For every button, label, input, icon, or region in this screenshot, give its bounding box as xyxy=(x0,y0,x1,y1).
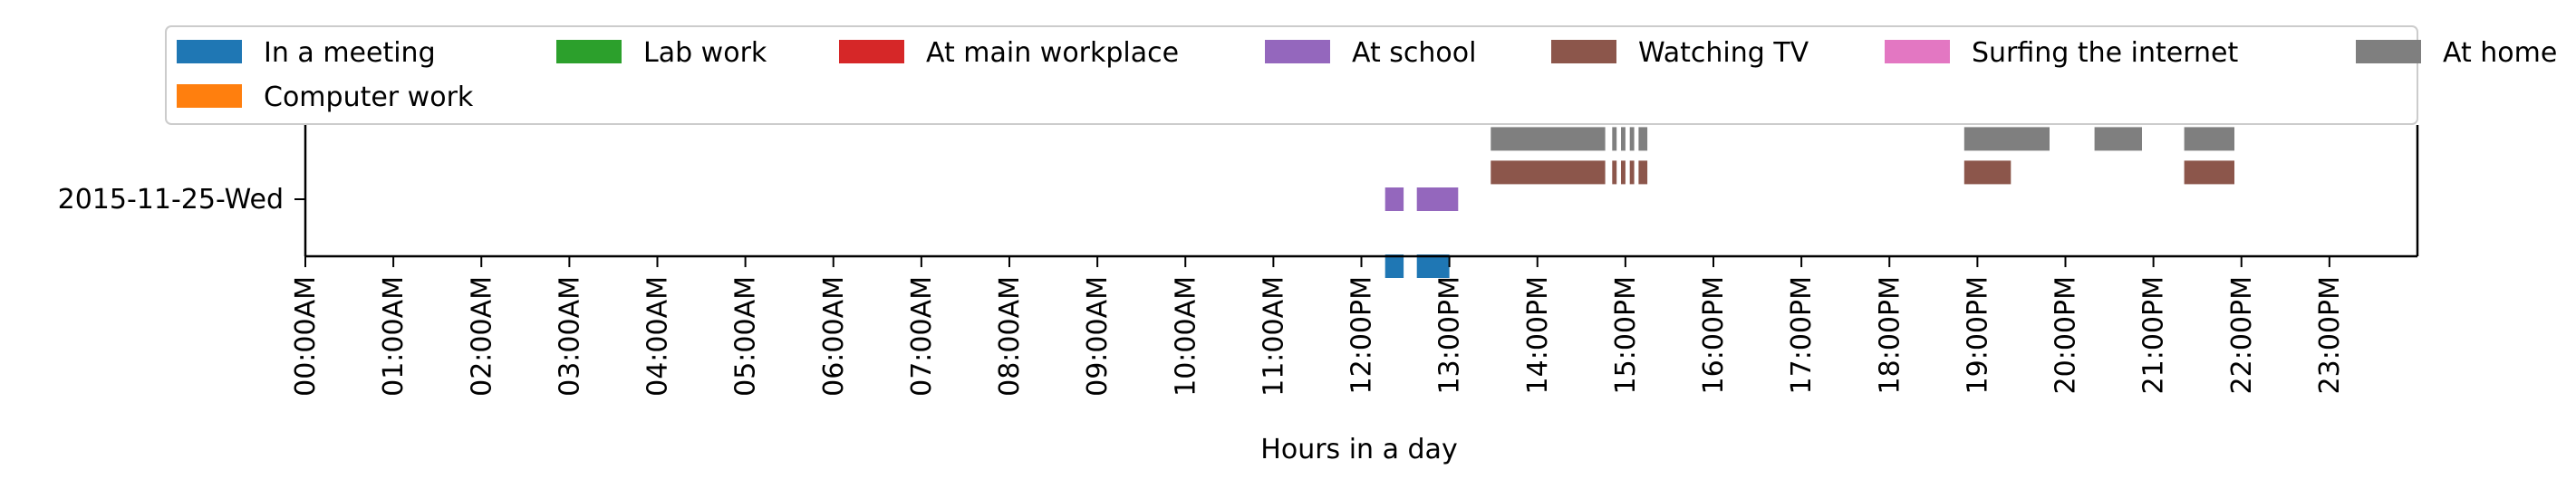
legend-swatch-surfing-the-internet xyxy=(1885,40,1950,63)
x-tick-label-17: 17:00PM xyxy=(1786,276,1818,394)
x-tick-label-20: 20:00PM xyxy=(2050,276,2082,394)
bar-at-home-5 xyxy=(1963,127,2050,151)
x-axis-title: Hours in a day xyxy=(1260,434,1457,465)
x-tick-label-12: 12:00PM xyxy=(1346,276,1378,394)
x-tick-label-5: 05:00AM xyxy=(730,276,762,397)
legend-swatch-computer-work xyxy=(177,84,242,108)
legend-label-computer-work: Computer work xyxy=(264,82,474,113)
legend-label-lab-work: Lab work xyxy=(643,37,767,69)
bar-watching-tv-2 xyxy=(1621,160,1626,185)
bar-at-home-0 xyxy=(1491,127,1606,151)
x-tick-label-7: 07:00AM xyxy=(906,276,938,397)
x-tick-label-14: 14:00PM xyxy=(1522,276,1554,394)
bar-at-home-2 xyxy=(1621,127,1626,151)
legend-swatch-at-school xyxy=(1265,40,1330,63)
x-tick-label-1: 01:00AM xyxy=(378,276,410,397)
bar-in-a-meeting-0 xyxy=(1384,254,1404,278)
bar-in-a-meeting-1 xyxy=(1416,254,1450,278)
bar-watching-tv-0 xyxy=(1491,160,1606,185)
x-tick-label-8: 08:00AM xyxy=(994,276,1026,397)
legend-label-at-school: At school xyxy=(1352,37,1476,69)
x-tick-label-18: 18:00PM xyxy=(1874,276,1905,394)
x-tick-label-10: 10:00AM xyxy=(1170,276,1201,397)
legend: In a meeting Lab work At main workplace At … xyxy=(165,25,2557,125)
legend-label-at-main-workplace: At main workplace xyxy=(926,37,1179,69)
x-tick-label-3: 03:00AM xyxy=(554,276,585,397)
bar-at-home-4 xyxy=(1638,127,1648,151)
x-tick-label-0: 00:00AM xyxy=(290,276,322,397)
bar-at-home-3 xyxy=(1629,127,1635,151)
x-tick-label-9: 09:00AM xyxy=(1082,276,1114,397)
x-tick-label-6: 06:00AM xyxy=(818,276,850,397)
legend-swatch-lab-work xyxy=(556,40,622,63)
bar-watching-tv-4 xyxy=(1638,160,1648,185)
bar-watching-tv-5 xyxy=(1963,160,2012,185)
legend-label-in-a-meeting: In a meeting xyxy=(264,37,436,69)
legend-swatch-at-main-workplace xyxy=(839,40,904,63)
x-tick-label-11: 11:00AM xyxy=(1258,276,1289,397)
legend-swatch-watching-tv xyxy=(1551,40,1616,63)
legend-swatch-in-a-meeting xyxy=(177,40,242,63)
legend-label-at-home: At home xyxy=(2443,37,2557,69)
bar-watching-tv-6 xyxy=(2184,160,2234,185)
x-tick-label-23: 23:00PM xyxy=(2314,276,2346,394)
bar-at-school-1 xyxy=(1416,187,1459,211)
x-tick-label-21: 21:00PM xyxy=(2138,276,2170,394)
x-tick-label-16: 16:00PM xyxy=(1698,276,1730,394)
bar-at-home-6 xyxy=(2094,127,2142,151)
x-tick-label-13: 13:00PM xyxy=(1434,276,1466,394)
bar-watching-tv-1 xyxy=(1612,160,1617,185)
x-tick-label-4: 04:00AM xyxy=(642,276,674,397)
y-tick-label-0: 2015-11-25-Wed xyxy=(58,184,284,216)
plot-area xyxy=(1384,127,2234,278)
x-tick-label-22: 22:00PM xyxy=(2226,276,2258,394)
x-tick-label-15: 15:00PM xyxy=(1610,276,1642,394)
x-tick-label-2: 02:00AM xyxy=(466,276,497,397)
bar-at-school-0 xyxy=(1384,187,1404,211)
bar-watching-tv-3 xyxy=(1629,160,1635,185)
legend-frame xyxy=(165,25,2418,125)
bar-at-home-7 xyxy=(2184,127,2234,151)
bar-at-home-1 xyxy=(1612,127,1617,151)
legend-label-surfing-the-internet: Surfing the internet xyxy=(1972,37,2238,69)
legend-label-watching-tv: Watching TV xyxy=(1638,37,1809,69)
x-tick-label-19: 19:00PM xyxy=(1962,276,1993,394)
legend-swatch-at-home xyxy=(2356,40,2421,63)
axes: 00:00AM 01:00AM 02:00AM 03:00AM 04:00AM 05:00… xyxy=(58,125,2419,397)
